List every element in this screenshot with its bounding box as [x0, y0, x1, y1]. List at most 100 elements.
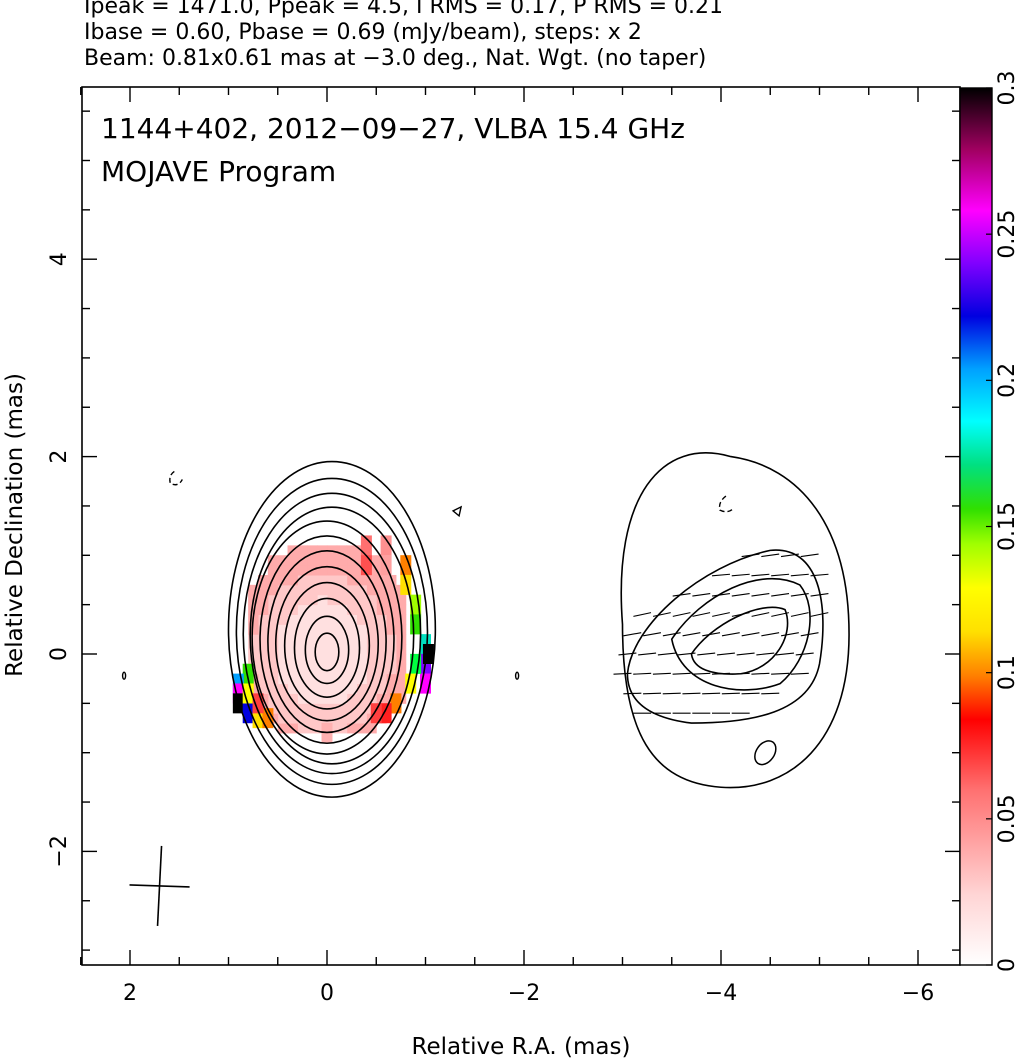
pol-pixel: [307, 663, 318, 675]
evpa-tick: [790, 592, 809, 597]
pol-pixel: [376, 584, 387, 596]
pol-pixel: [376, 604, 387, 615]
pol-pixel: [317, 594, 328, 606]
evpa-tick: [711, 672, 731, 675]
pol-pixel: [336, 614, 348, 625]
colorbar-tick-label: 0.15: [995, 502, 1020, 551]
pol-pixel: [380, 535, 392, 556]
evpa-tick: [638, 652, 657, 656]
pol-pixel: [248, 634, 259, 645]
pol-pixel: [307, 574, 318, 586]
pol-pixel: [346, 545, 358, 556]
pol-pixel: [366, 723, 377, 734]
evpa-tick: [741, 692, 760, 695]
evpa-tick: [741, 553, 760, 558]
pol-pixel: [307, 545, 318, 556]
evpa-tick: [771, 592, 790, 597]
pol-pixel: [366, 673, 377, 685]
evpa-tick: [712, 592, 730, 597]
pol-pixel: [267, 693, 279, 704]
pol-pixel: [356, 614, 367, 625]
pol-pixel: [277, 614, 289, 625]
core-contour: [283, 581, 371, 710]
pol-pixel: [307, 723, 318, 734]
pol-pixel: [346, 644, 358, 655]
pol-pixel: [287, 663, 298, 675]
core-contour: [259, 535, 395, 745]
pol-pixel: [370, 703, 382, 724]
pol-pixel: [317, 574, 328, 586]
pol-pixel: [297, 644, 308, 655]
pol-pixel: [395, 604, 407, 615]
pol-pixel: [366, 594, 377, 606]
x-tick-label: −4: [705, 981, 737, 1006]
evpa-tick: [721, 632, 740, 637]
evpa-tick: [623, 692, 642, 695]
pol-pixel: [336, 574, 348, 586]
pol-pixel: [307, 644, 318, 655]
pol-pixel: [297, 663, 308, 675]
pol-pixel: [287, 683, 298, 694]
pol-pixel: [307, 693, 318, 704]
evpa-tick: [643, 632, 662, 637]
core-contour: [274, 565, 380, 722]
evpa-tick: [790, 573, 809, 577]
negative-contour: [169, 470, 183, 486]
pol-pixel: [386, 594, 397, 606]
evpa-tick: [731, 592, 750, 597]
evpa-tick: [761, 553, 780, 558]
pol-pixel: [420, 673, 431, 694]
evpa-tick: [682, 692, 701, 695]
x-tick-label: −2: [508, 981, 540, 1006]
pol-pixel: [346, 604, 358, 615]
pol-pixel: [336, 555, 348, 566]
pol-pixel: [257, 653, 269, 665]
pol-pixel: [297, 565, 308, 576]
pol-pixel: [297, 703, 308, 714]
evpa-tick: [731, 573, 750, 577]
pol-pixel: [248, 584, 259, 596]
jet-contour: [620, 452, 850, 789]
negative-contour: [718, 495, 735, 513]
pol-pixel: [336, 604, 348, 615]
pol-pixel: [376, 653, 387, 665]
x-tick-label: −6: [902, 981, 934, 1006]
pol-pixel: [346, 614, 358, 625]
evpa-tick: [771, 672, 790, 675]
evpa-tick: [657, 652, 676, 656]
pol-pixel: [410, 594, 422, 615]
evpa-tick: [711, 573, 731, 577]
pol-pixel: [277, 673, 289, 685]
colorbar-tick-label: 0.1: [995, 655, 1020, 690]
colorbar-tick-label: 0.3: [995, 71, 1020, 106]
pol-pixel: [366, 653, 377, 665]
pol-pixel: [360, 555, 372, 576]
pol-pixel: [287, 693, 298, 704]
pol-pixel: [386, 653, 397, 665]
core-contour: [235, 477, 429, 786]
small-contour: [514, 671, 520, 680]
pol-pixel: [317, 683, 328, 694]
pol-pixel: [376, 663, 387, 675]
evpa-tick: [771, 573, 790, 577]
pol-pixel: [326, 713, 338, 724]
pol-pixel: [287, 644, 298, 655]
pol-pixel: [346, 574, 358, 586]
evpa-tick: [702, 692, 721, 695]
pol-pixel: [360, 535, 372, 556]
pol-pixel: [277, 644, 289, 655]
pol-pixel: [317, 713, 328, 724]
pol-pixel: [307, 614, 318, 625]
pol-pixel: [336, 644, 348, 655]
pol-pixel: [410, 653, 422, 674]
pol-pixel: [326, 644, 338, 655]
y-tick-label: 4: [47, 252, 72, 266]
pol-pixel: [366, 574, 377, 586]
pol-pixel: [366, 663, 377, 675]
pol-pixel: [307, 624, 318, 635]
pol-pixel: [336, 663, 348, 675]
pol-pixel: [405, 673, 417, 694]
pol-pixel: [410, 614, 422, 635]
pol-pixel: [356, 663, 367, 675]
pol-pixel: [376, 644, 387, 655]
